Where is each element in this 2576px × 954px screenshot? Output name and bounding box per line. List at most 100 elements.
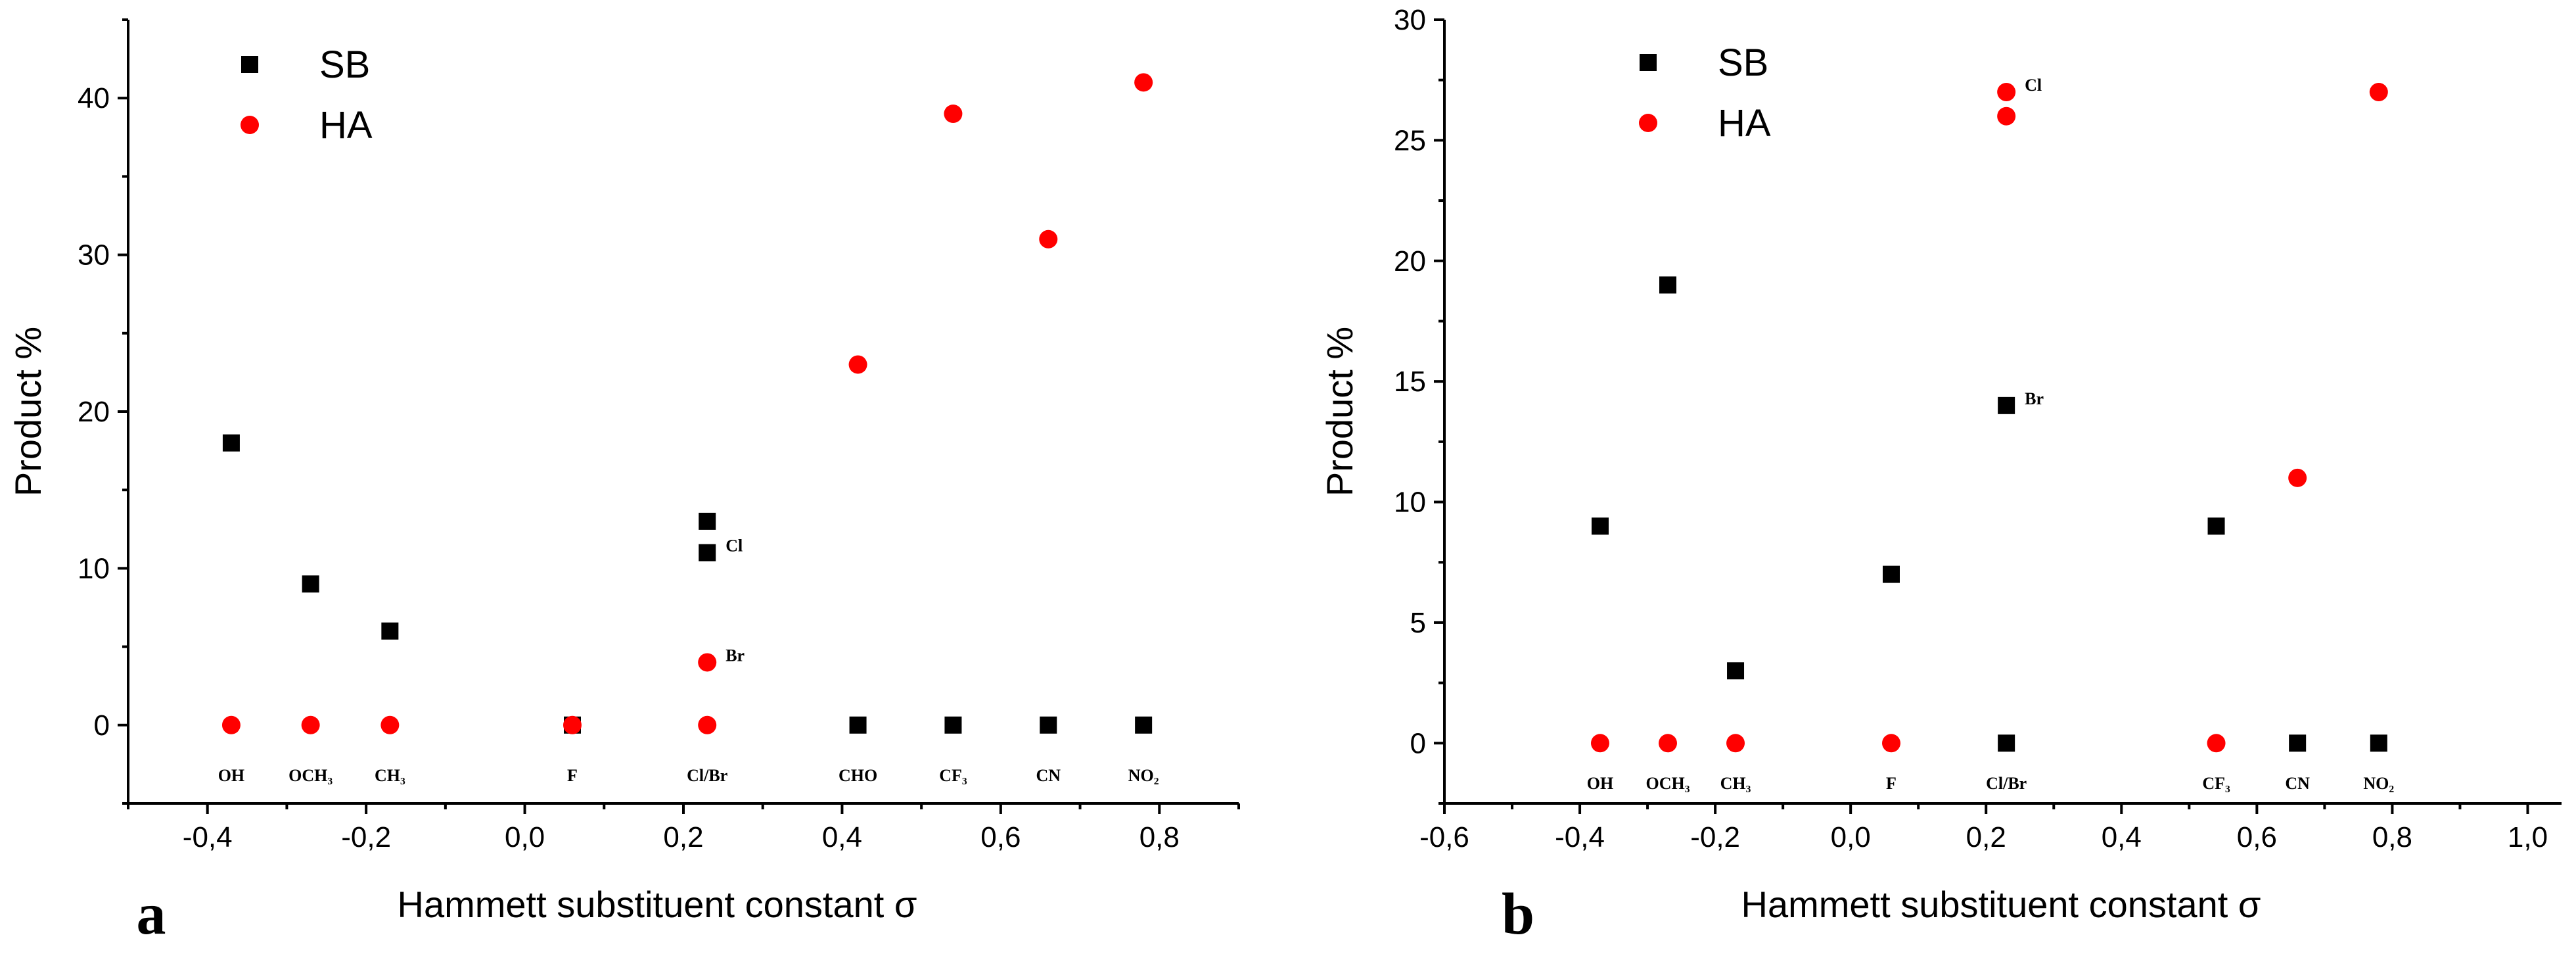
sb-point [1998,396,2015,414]
y-tick-label: 20 [78,396,110,428]
legend-label-ha: HA [1718,102,1771,145]
sb-point [1727,662,1745,680]
point-annotation: Cl [725,537,743,556]
y-axis-title: Product % [1319,327,1360,496]
y-axis-title: Product % [7,327,49,496]
sb-point [302,575,319,593]
ha-point [698,715,717,734]
x-tick-label: 0,4 [2102,821,2142,853]
y-tick-label: 10 [78,552,110,584]
chart-panel-a: 0 10 20 30 40 -0,4 -0,2 0,0 0,2 0,4 0,6 0,8 Hammett … [7,18,1240,947]
x-tick-label: -0,6 [1419,821,1469,853]
x-tick-label: 0,0 [505,821,545,853]
x-tick-label: -0,4 [1555,821,1605,853]
x-tick-label: 0,6 [2237,821,2277,853]
x-tick-label: 0,4 [822,821,862,853]
y-tick-label: 0 [94,709,110,742]
chart-panel-b: 0 5 10 15 20 25 30 -0,6 -0,4 -0,2 0,0 0,2 0,4 0,6 0,8 1… [1319,4,2562,947]
x-tick-label: -0,2 [1690,821,1740,853]
sb-point [944,716,962,734]
substituent-label: CH₃ [1720,774,1751,793]
sb-point [2207,517,2225,535]
x-tick-label: 0,2 [663,821,703,853]
y-tick-label: 0 [1410,727,1426,759]
panel-letter: b [1502,882,1534,947]
ha-point [1039,229,1058,249]
sb-point [699,544,716,561]
x-tick-label: 0,6 [980,821,1021,853]
substituent-label: F [1886,774,1897,793]
legend-marker-sb [1640,54,1657,71]
y-tick-label: 10 [1394,487,1426,519]
sb-point [1135,716,1153,734]
substituent-label: OCH₃ [1645,774,1690,793]
ha-point [380,715,400,734]
legend-label-ha: HA [319,104,373,147]
sb-point [1040,716,1057,734]
ha-point [1134,73,1153,92]
point-annotation: Br [2025,389,2044,408]
legend-marker-sb [241,56,258,73]
panel-letter: a [137,882,166,947]
ha-point [1659,734,1677,753]
substituent-label: OCH₃ [288,766,333,785]
x-tick-label: 0,2 [1966,821,2006,853]
point-annotation: Cl [2025,76,2042,95]
substituent-label: OH [218,766,244,785]
x-tick-label: -0,4 [183,821,233,853]
sb-point [381,622,399,640]
y-tick-label: 40 [78,82,110,114]
ha-point [1997,107,2016,126]
ha-point [944,105,963,124]
y-tick-label: 15 [1394,366,1426,398]
ha-point [1882,734,1900,753]
sb-point [2370,734,2387,752]
sb-point [2289,734,2307,752]
x-tick-label: 0,0 [1831,821,1871,853]
ha-point [1590,734,1609,753]
x-tick-label: -0,2 [341,821,391,853]
substituent-label: CN [2285,774,2310,793]
sb-point [1591,517,1609,535]
x-tick-label: 0,8 [2372,821,2412,853]
sb-point [699,512,716,530]
legend-marker-ha [241,116,259,134]
legend-label-sb: SB [319,43,370,86]
x-axis-title: Hammett substituent constant σ [398,884,917,925]
legend-label-sb: SB [1718,41,1768,84]
ha-point [698,653,717,672]
legend-marker-ha [1639,114,1657,132]
sb-point [849,716,867,734]
ha-point [848,355,867,374]
substituent-label: OH [1587,774,1613,793]
ha-point [563,715,582,734]
ha-point [2369,83,2388,102]
sb-point [1659,276,1676,294]
y-tick-label: 30 [1394,4,1426,36]
ha-point [2288,468,2307,487]
substituent-label: Cl/Br [1986,774,2027,793]
y-tick-label: 5 [1410,607,1426,639]
ha-point [221,715,241,734]
substituent-label: NO₂ [1128,766,1159,785]
y-tick-label: 20 [1394,245,1426,277]
sb-point [1998,734,2015,752]
x-tick-label: 0,8 [1139,821,1180,853]
sb-point [1883,565,1900,583]
ha-point [2207,734,2226,753]
substituent-label: CHO [839,766,877,785]
ha-point [301,715,320,734]
substituent-label: CF₃ [2202,774,2230,793]
sb-point [222,434,240,452]
substituent-label: CF₃ [939,766,967,785]
x-tick-label: 1,0 [2508,821,2548,853]
substituent-label: CH₃ [375,766,405,785]
point-annotation: Br [725,646,745,665]
x-axis-title: Hammett substituent constant σ [1741,884,2261,925]
substituent-label: NO₂ [2363,774,2394,793]
substituent-label: CN [1036,766,1061,785]
ha-point [1726,734,1745,753]
ha-point [1997,83,2016,102]
substituent-label: F [567,766,578,785]
